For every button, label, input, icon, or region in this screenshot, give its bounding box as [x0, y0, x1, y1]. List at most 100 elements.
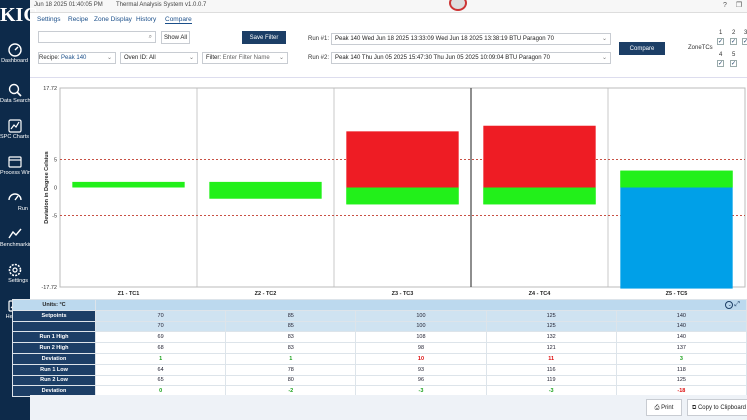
copy-clipboard-button[interactable]: ⧉ Copy to Clipboard: [687, 399, 747, 416]
run-icon: [8, 193, 22, 201]
search-input[interactable]: ⌕: [38, 31, 156, 43]
copy-icon: ⧉: [692, 405, 697, 411]
x-tick-label: Z1 - TC1: [118, 291, 140, 297]
tab-recipe[interactable]: Recipe: [68, 16, 89, 23]
title-bar: Jun 18 2025 01:40:05 PM Thermal Analysis…: [0, 0, 747, 13]
table-cell: 100: [355, 309, 487, 322]
y-tick-label: 0: [54, 186, 57, 192]
divider: [30, 77, 747, 78]
tab-settings[interactable]: Settings: [37, 16, 61, 23]
table-cell: 137: [615, 342, 747, 354]
table-row: Deviation 1 1 10 11 3: [12, 352, 747, 365]
zone-checkbox-3[interactable]: ✓: [742, 38, 747, 45]
table-cell: 119: [485, 374, 617, 387]
gear-icon: [8, 263, 22, 277]
table-cell: 132: [485, 331, 617, 344]
row-label: Setpoints: [12, 309, 96, 322]
table-row: Run 2 Low 65 80 96 119 125: [12, 374, 747, 387]
chevron-down-icon: ⌄: [106, 55, 112, 61]
sidebar-item-label: SPC Charts: [0, 134, 30, 140]
restore-button[interactable]: ❐: [735, 2, 743, 9]
sidebar-item-settings[interactable]: Settings: [0, 260, 30, 294]
tab-zone-display[interactable]: Zone Display: [94, 16, 132, 23]
table-cell: 125: [485, 309, 617, 322]
benchmark-icon: [8, 228, 22, 239]
table-row: Run 2 High 68 83 98 121 137: [12, 342, 747, 354]
table-cell: 125: [615, 374, 747, 387]
chevron-down-icon: ⌄: [278, 55, 284, 61]
bar-high-within: [209, 181, 322, 188]
units-label: Units: °C: [12, 299, 96, 311]
tab-history[interactable]: History: [136, 16, 157, 23]
datetime-label: Jun 18 2025 01:40:05 PM: [34, 2, 103, 8]
zone-checkbox-5[interactable]: ✓: [730, 60, 737, 67]
table-cell: 140: [615, 320, 747, 333]
zone-checkbox-4[interactable]: ✓: [717, 60, 724, 67]
sidebar-item-run[interactable]: Run: [0, 188, 30, 222]
zone-check-label-5: 5: [732, 52, 736, 58]
compare-button[interactable]: Compare: [619, 42, 665, 55]
table-cell: 96: [355, 374, 487, 387]
sidebar-item-dashboard[interactable]: Dashboard: [0, 40, 30, 74]
recipe-select[interactable]: ⌄: [38, 52, 116, 64]
bar-high-within: [72, 181, 185, 188]
bar-high-within: [620, 170, 733, 188]
run2-select[interactable]: Peak 140 Thu Jun 05 2025 15:47:30 Thu Ju…: [331, 52, 611, 64]
window-icon: [8, 156, 22, 168]
filter-select[interactable]: Filter: Enter Filter Name ⌄: [202, 52, 288, 64]
app-logo-icon: [449, 0, 467, 11]
units-row: Units: °C ⌄ ⤢: [12, 299, 747, 311]
run2-label: Run #2:: [308, 55, 330, 61]
collapse-icon[interactable]: ⌄: [724, 300, 733, 309]
tab-compare[interactable]: Compare: [165, 16, 192, 24]
table-cell: 140: [615, 309, 747, 322]
y-axis-label: Deviation in Degree Celsius: [44, 151, 50, 223]
zone-check-label-3: 3: [744, 30, 747, 36]
table-cell: 78: [225, 363, 357, 376]
help-button[interactable]: ?: [723, 2, 727, 9]
table-cell: 85: [225, 320, 357, 333]
x-tick-label: Z5 - TC5: [666, 291, 688, 297]
bar-low-below: [620, 187, 733, 289]
table-cell: 70: [94, 309, 227, 322]
sidebar-item-benchmarking[interactable]: Benchmarking: [0, 224, 30, 258]
table-cell: 100: [355, 320, 487, 333]
expand-icon[interactable]: ⤢: [734, 300, 740, 308]
bar-low-within: [209, 187, 322, 199]
table-cell: 98: [355, 342, 487, 354]
table-cell: 3: [615, 352, 747, 365]
x-tick-label: Z3 - TC3: [392, 291, 414, 297]
oven-id-select[interactable]: Oven ID: All ⌄: [120, 52, 198, 64]
zone-checkbox-1[interactable]: ✓: [717, 38, 724, 45]
app-title: Thermal Analysis System v1.0.0.7: [116, 2, 207, 8]
table-cell: 93: [355, 363, 487, 376]
run1-select[interactable]: Peak 140 Wed Jun 18 2025 13:33:09 Wed Ju…: [331, 33, 611, 45]
data-grid: Units: °C ⌄ ⤢ Setpoints 70 85 100 125 140 70 85…: [12, 299, 747, 398]
x-tick-label: Z2 - TC2: [255, 291, 277, 297]
table-cell: 70: [94, 320, 227, 333]
recipe-label: Recipe: Peak 140: [39, 55, 87, 61]
y-tick-label: -17.72: [41, 285, 57, 291]
zonetcs-label: ZoneTCs: [688, 45, 713, 51]
row-label: Deviation: [12, 352, 96, 365]
sidebar-item-spc-charts[interactable]: SPC Charts: [0, 116, 30, 150]
row-label: Run 1 Low: [12, 363, 96, 376]
sidebar-item-process-window[interactable]: Process Window: [0, 152, 30, 186]
table-cell: 108: [355, 331, 487, 344]
zone-checkbox-2[interactable]: ✓: [730, 38, 737, 45]
data-table: Units: °C ⌄ ⤢ Setpoints 70 85 100 125 140 70 85…: [12, 299, 747, 398]
save-filter-button[interactable]: Save Filter: [242, 31, 286, 44]
table-cell: 64: [94, 363, 227, 376]
grid-toolbar: ⌄ ⤢: [95, 299, 747, 311]
print-button[interactable]: ⎙ Print: [646, 399, 682, 416]
sidebar-item-label: Run: [17, 206, 28, 212]
filter-label: Filter:: [206, 55, 221, 61]
table-cell: 83: [225, 342, 357, 354]
run1-value: Peak 140 Wed Jun 18 2025 13:33:09 Wed Ju…: [335, 36, 554, 42]
table-row: Run 1 Low 64 78 93 116 118: [12, 363, 747, 376]
sidebar-item-data-search[interactable]: Data Search: [0, 80, 30, 114]
table-cell: 140: [615, 331, 747, 344]
bar-low-within: [346, 187, 459, 205]
table-cell: 1: [94, 352, 227, 365]
show-all-button[interactable]: Show All: [161, 31, 190, 44]
